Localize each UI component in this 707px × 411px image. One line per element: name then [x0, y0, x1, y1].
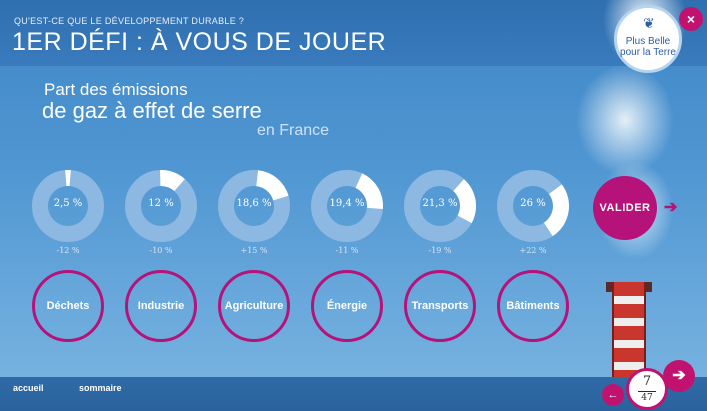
donut-segment: [355, 173, 383, 210]
donut-segment: [256, 170, 289, 201]
donut-chart[interactable]: 19,4 %: [311, 170, 383, 242]
category-option[interactable]: Transports: [404, 270, 476, 342]
summary-link[interactable]: sommaire: [79, 383, 122, 393]
donut-chart[interactable]: 12 %: [125, 170, 197, 242]
category-option[interactable]: Bâtiments: [497, 270, 569, 342]
donut-svg: [218, 170, 290, 242]
category-option[interactable]: Déchets: [32, 270, 104, 342]
current-page: 7: [642, 374, 652, 389]
donut-svg: [404, 170, 476, 242]
close-button[interactable]: ×: [679, 7, 703, 31]
home-link[interactable]: accueil: [13, 383, 44, 393]
donut-value-label: 2,5 %: [53, 198, 83, 209]
chart-title-line3: en France: [257, 122, 330, 139]
donut-svg: [32, 170, 104, 242]
page-divider: [638, 391, 656, 392]
delta-label: -19 %: [428, 246, 452, 255]
category-option[interactable]: Agriculture: [218, 270, 290, 342]
logo[interactable]: ❦ Plus Belle pour la Terre: [614, 5, 682, 73]
donut-chart[interactable]: 26 %: [497, 170, 569, 242]
previous-page-button[interactable]: ←: [602, 384, 624, 406]
donut-track: [218, 170, 290, 242]
delta-label: +22 %: [519, 246, 547, 255]
category-option[interactable]: Énergie: [311, 270, 383, 342]
total-pages: 47: [641, 393, 653, 403]
donut-chart[interactable]: 2,5 %: [32, 170, 104, 242]
delta-label: -11 %: [335, 246, 359, 255]
donut-value-label: 18,6 %: [236, 198, 272, 209]
donut-svg: [311, 170, 383, 242]
donut-segment: [453, 179, 476, 224]
donut-svg: [497, 170, 569, 242]
donut-chart[interactable]: 18,6 %: [218, 170, 290, 242]
donut-svg: [125, 170, 197, 242]
delta-label: -10 %: [149, 246, 173, 255]
donut-segment: [65, 170, 71, 187]
donut-value-label: 19,4 %: [329, 198, 365, 209]
delta-label: -12 %: [56, 246, 80, 255]
chart-title-line2: de gaz à effet de serre: [42, 98, 262, 123]
donut-value-label: 12 %: [148, 198, 174, 209]
donut-chart[interactable]: 21,3 %: [404, 170, 476, 242]
chart-title-line1: Part des émissions: [44, 80, 188, 99]
arrow-right-icon: ➔: [664, 199, 678, 216]
delta-label: +15 %: [240, 246, 268, 255]
leaf-icon: ❦: [643, 15, 655, 31]
footer-bar: [0, 377, 707, 411]
donut-segment: [159, 170, 185, 192]
donut-value-label: 21,3 %: [422, 198, 458, 209]
donut-segment: [543, 184, 569, 237]
logo-line2: pour la Terre: [620, 47, 676, 58]
logo-line1: Plus Belle: [625, 36, 671, 47]
validate-button[interactable]: VALIDER: [593, 176, 657, 240]
donut-value-label: 26 %: [520, 198, 546, 209]
section-kicker: QU'EST-CE QUE LE DÉVELOPPEMENT DURABLE ?: [14, 16, 245, 26]
page-counter: 7 47: [626, 368, 668, 410]
page-title: 1ER DÉFI : À VOUS DE JOUER: [12, 28, 387, 56]
category-option[interactable]: Industrie: [125, 270, 197, 342]
next-page-button[interactable]: ➔: [663, 360, 695, 392]
